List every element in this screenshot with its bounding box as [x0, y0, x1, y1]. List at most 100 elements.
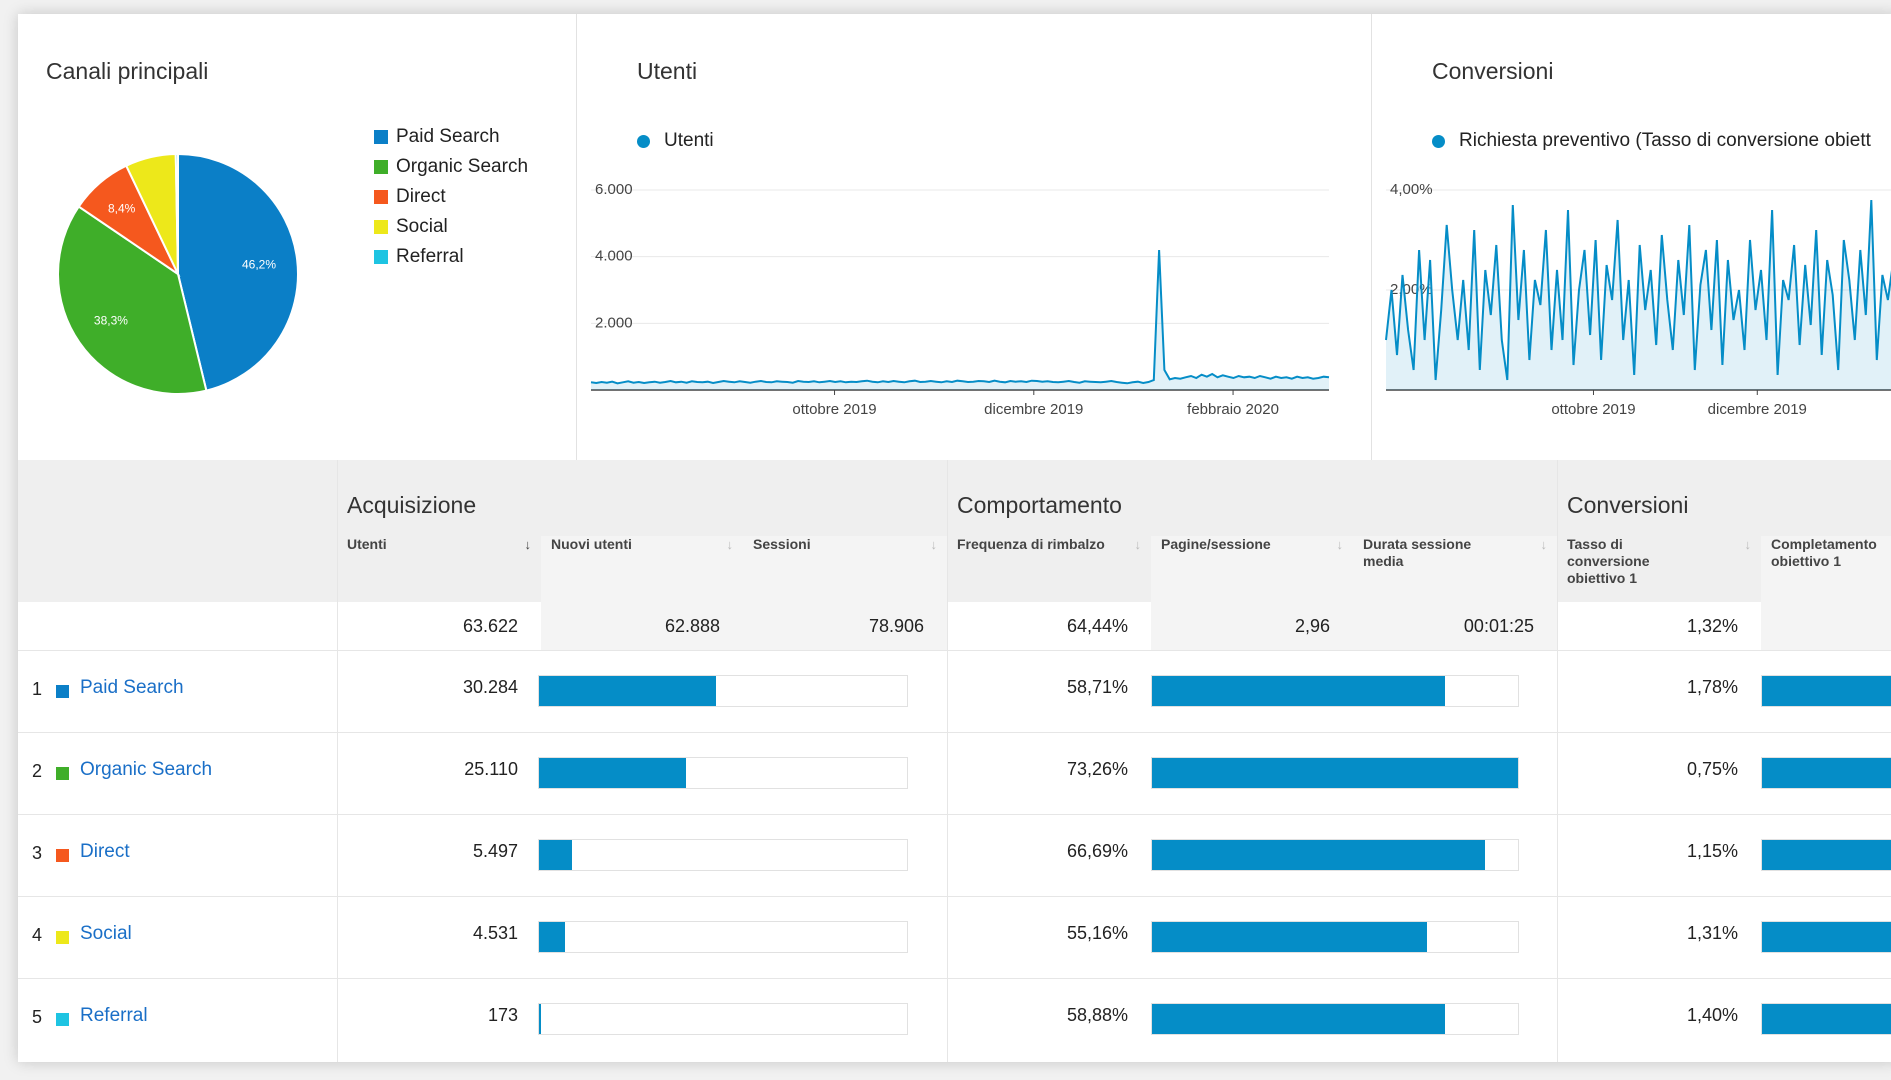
pie-slice-paid-search[interactable] — [177, 152, 299, 392]
col-header-bounce[interactable]: Frequenza di rimbalzo ↓ — [947, 536, 1151, 602]
totals-shade — [541, 602, 947, 650]
row-color-swatch — [56, 849, 69, 862]
bar-fill — [539, 758, 687, 788]
users-line-chart: 6.000 4.000 2.000 ottobre 2019 dicembre 2019… — [590, 181, 1330, 418]
table-row: 1 Paid Search 30.284 58,71% 1,78% — [18, 650, 1891, 733]
sort-arrow-icon: ↓ — [726, 537, 734, 552]
row-number: 3 — [32, 843, 43, 863]
users-legend[interactable]: Utenti — [637, 130, 714, 152]
bar-fill — [1762, 676, 1891, 706]
legend-swatch — [374, 190, 388, 204]
cell-bounce: 66,69% — [1066, 841, 1128, 861]
channel-link[interactable]: Organic Search — [80, 759, 213, 780]
bar-completions — [1761, 1003, 1891, 1035]
panel-divider — [576, 14, 577, 460]
pie-slice-referral[interactable] — [174, 152, 179, 275]
series-line[interactable] — [590, 249, 1330, 385]
bar-fill — [1152, 758, 1518, 788]
cell-users: 5.497 — [472, 841, 518, 861]
row-color-swatch — [56, 767, 69, 780]
table-row: 4 Social 4.531 55,16% 1,31% — [18, 896, 1891, 979]
bar-fill — [539, 922, 565, 952]
users-panel-title: Utenti — [637, 58, 698, 84]
col-header-duration[interactable]: Durata sessione media ↓ — [1353, 536, 1557, 602]
bar-pages — [1151, 839, 1519, 871]
cell-bounce: 55,16% — [1066, 923, 1128, 943]
bar-fill — [1762, 840, 1891, 870]
group-title-conversions: Conversioni — [1567, 492, 1689, 518]
col-header-completions[interactable]: Completamento obiettivo 1 — [1761, 536, 1891, 602]
total-conv-rate: 1,32% — [1686, 616, 1738, 636]
cell-users: 173 — [487, 1005, 518, 1025]
bar-pages — [1151, 757, 1519, 789]
pie-panel-title: Canali principali — [46, 58, 209, 84]
legend-item-social[interactable]: Social — [374, 216, 448, 238]
pie-slice-label: 8,4% — [108, 201, 136, 215]
cell-conv-rate: 1,15% — [1686, 841, 1738, 861]
cell-conv-rate: 0,75% — [1686, 759, 1738, 779]
legend-item-paid-search[interactable]: Paid Search — [374, 126, 500, 148]
column-divider — [337, 460, 338, 1062]
group-title-behavior: Comportamento — [957, 492, 1122, 518]
channels-table: Acquisizione Comportamento Conversioni U… — [18, 460, 1891, 1062]
table-row: 3 Direct 5.497 66,69% 1,15% — [18, 814, 1891, 897]
y-tick-label: 4.000 — [595, 248, 633, 265]
bar-completions — [1761, 839, 1891, 871]
cell-users: 4.531 — [472, 923, 518, 943]
column-divider — [1557, 460, 1558, 1062]
bar-pages — [1151, 921, 1519, 953]
channel-link[interactable]: Paid Search — [80, 677, 184, 698]
col-header-label: Nuovi utenti — [551, 536, 632, 552]
row-color-swatch — [56, 931, 69, 944]
channel-link[interactable]: Referral — [80, 1005, 148, 1026]
col-header-sessions[interactable]: Sessioni ↓ — [743, 536, 947, 602]
pie-chart: 46,2% 38,3% 8,4% — [57, 152, 299, 395]
col-header-label: Pagine/sessione — [1161, 536, 1271, 552]
bar-fill — [1152, 676, 1445, 706]
totals-shade — [1151, 602, 1557, 650]
total-duration: 00:01:25 — [1463, 616, 1534, 636]
bar-pages — [1151, 1003, 1519, 1035]
legend-swatch — [374, 160, 388, 174]
cell-bounce: 58,88% — [1066, 1005, 1128, 1025]
panel-divider — [1371, 14, 1372, 460]
bar-new-users — [538, 839, 908, 871]
channel-link[interactable]: Social — [80, 923, 132, 944]
legend-label: Referral — [396, 246, 464, 267]
legend-label: Organic Search — [396, 156, 529, 177]
sort-arrow-icon: ↓ — [1744, 537, 1752, 552]
legend-item-referral[interactable]: Referral — [374, 246, 464, 268]
col-header-new-users[interactable]: Nuovi utenti ↓ — [541, 536, 743, 602]
bar-new-users — [538, 1003, 908, 1035]
legend-item-direct[interactable]: Direct — [374, 186, 446, 208]
conversions-legend-label: Richiesta preventivo (Tasso di conversio… — [1459, 130, 1871, 151]
legend-swatch — [374, 130, 388, 144]
total-pages: 2,96 — [1294, 616, 1330, 636]
col-header-users[interactable]: Utenti ↓ — [337, 536, 541, 602]
x-tick-label: dicembre 2019 — [984, 401, 1083, 418]
legend-label: Social — [396, 216, 448, 237]
conversions-panel: Conversioni Richiesta preventivo (Tasso … — [1372, 14, 1891, 460]
bar-fill — [1152, 1004, 1445, 1034]
legend-item-organic-search[interactable]: Organic Search — [374, 156, 528, 178]
series-line[interactable] — [1385, 199, 1891, 381]
pie-slice-organic-search[interactable] — [57, 205, 208, 395]
total-sessions: 78.906 — [868, 616, 924, 636]
col-header-pages[interactable]: Pagine/sessione ↓ — [1151, 536, 1353, 602]
sort-arrow-icon: ↓ — [1134, 537, 1142, 552]
y-tick-label: 2.000 — [595, 314, 633, 331]
bar-completions — [1761, 757, 1891, 789]
conversions-legend[interactable]: Richiesta preventivo (Tasso di conversio… — [1432, 130, 1871, 152]
col-header-conv-rate[interactable]: Tasso di conversione obiettivo 1 ↓ — [1557, 536, 1761, 602]
bar-fill — [1762, 922, 1891, 952]
x-tick-label: dicembre 2019 — [1708, 401, 1807, 418]
bar-fill — [1762, 758, 1891, 788]
bar-pages — [1151, 675, 1519, 707]
channel-link[interactable]: Direct — [80, 841, 130, 862]
legend-label: Paid Search — [396, 126, 500, 147]
bar-fill — [539, 840, 573, 870]
bar-fill — [1152, 840, 1486, 870]
totals-row: 63.622 62.888 78.906 64,44% 2,96 00:01:2… — [18, 602, 1891, 650]
legend-label: Direct — [396, 186, 446, 207]
group-title-acquisition: Acquisizione — [347, 492, 477, 518]
